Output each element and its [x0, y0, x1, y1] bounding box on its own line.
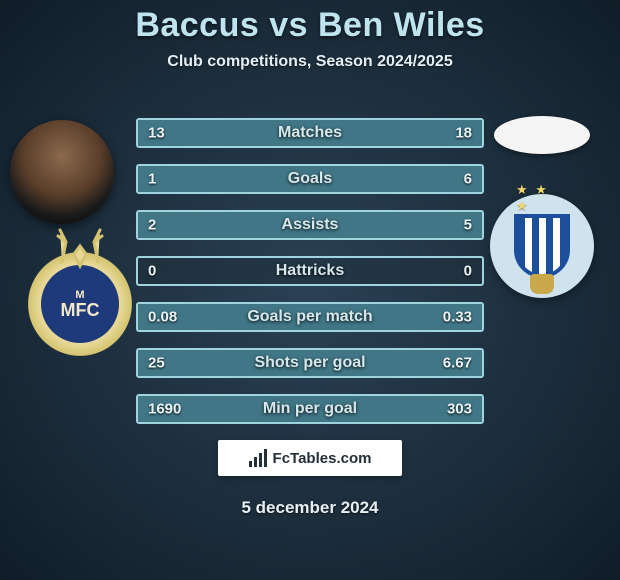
bar-chart-icon: [249, 449, 267, 467]
stat-label: Assists: [138, 216, 482, 234]
stat-row: 1690303Min per goal: [136, 394, 484, 424]
stag-icon: [52, 222, 108, 272]
logo-bar: [249, 461, 252, 467]
stat-label: Shots per goal: [138, 354, 482, 372]
player-right-avatar: [494, 116, 590, 154]
stat-row: 16Goals: [136, 164, 484, 194]
stat-label: Min per goal: [138, 400, 482, 418]
stat-row: 256.67Shots per goal: [136, 348, 484, 378]
stat-row: 1318Matches: [136, 118, 484, 148]
logo-bar: [259, 453, 262, 467]
footer-brand-text: FcTables.com: [273, 450, 372, 467]
logo-bar: [254, 457, 257, 467]
huddersfield-base-icon: [530, 274, 554, 294]
mansfield-badge-text-top: M: [75, 290, 84, 301]
mansfield-badge-inner: M MFC: [41, 265, 119, 343]
star-icons: ★ ★ ★: [516, 182, 568, 214]
comparison-title: Baccus vs Ben Wiles: [0, 6, 620, 45]
right-player-column: ★ ★ ★: [490, 110, 610, 298]
huddersfield-badge: ★ ★ ★: [490, 194, 594, 298]
season-subtitle: Club competitions, Season 2024/2025: [0, 53, 620, 71]
left-player-column: M MFC: [10, 120, 130, 356]
player-left-avatar: [10, 120, 114, 224]
logo-bar: [264, 449, 267, 467]
stat-label: Goals per match: [138, 308, 482, 326]
stat-row: 00Hattricks: [136, 256, 484, 286]
footer-date: 5 december 2024: [241, 498, 378, 518]
stat-row: 0.080.33Goals per match: [136, 302, 484, 332]
stat-label: Goals: [138, 170, 482, 188]
mansfield-badge: M MFC: [28, 252, 132, 356]
fctables-logo: FcTables.com: [218, 440, 402, 476]
stat-row: 25Assists: [136, 210, 484, 240]
stats-container: 1318Matches 16Goals 25Assists 00Hattricks 0.…: [136, 118, 484, 440]
huddersfield-stripes: [514, 214, 570, 278]
stat-label: Matches: [138, 124, 482, 142]
stat-label: Hattricks: [138, 262, 482, 280]
content-wrapper: Baccus vs Ben Wiles Club competitions, S…: [0, 0, 620, 580]
mansfield-badge-text: MFC: [61, 301, 100, 319]
